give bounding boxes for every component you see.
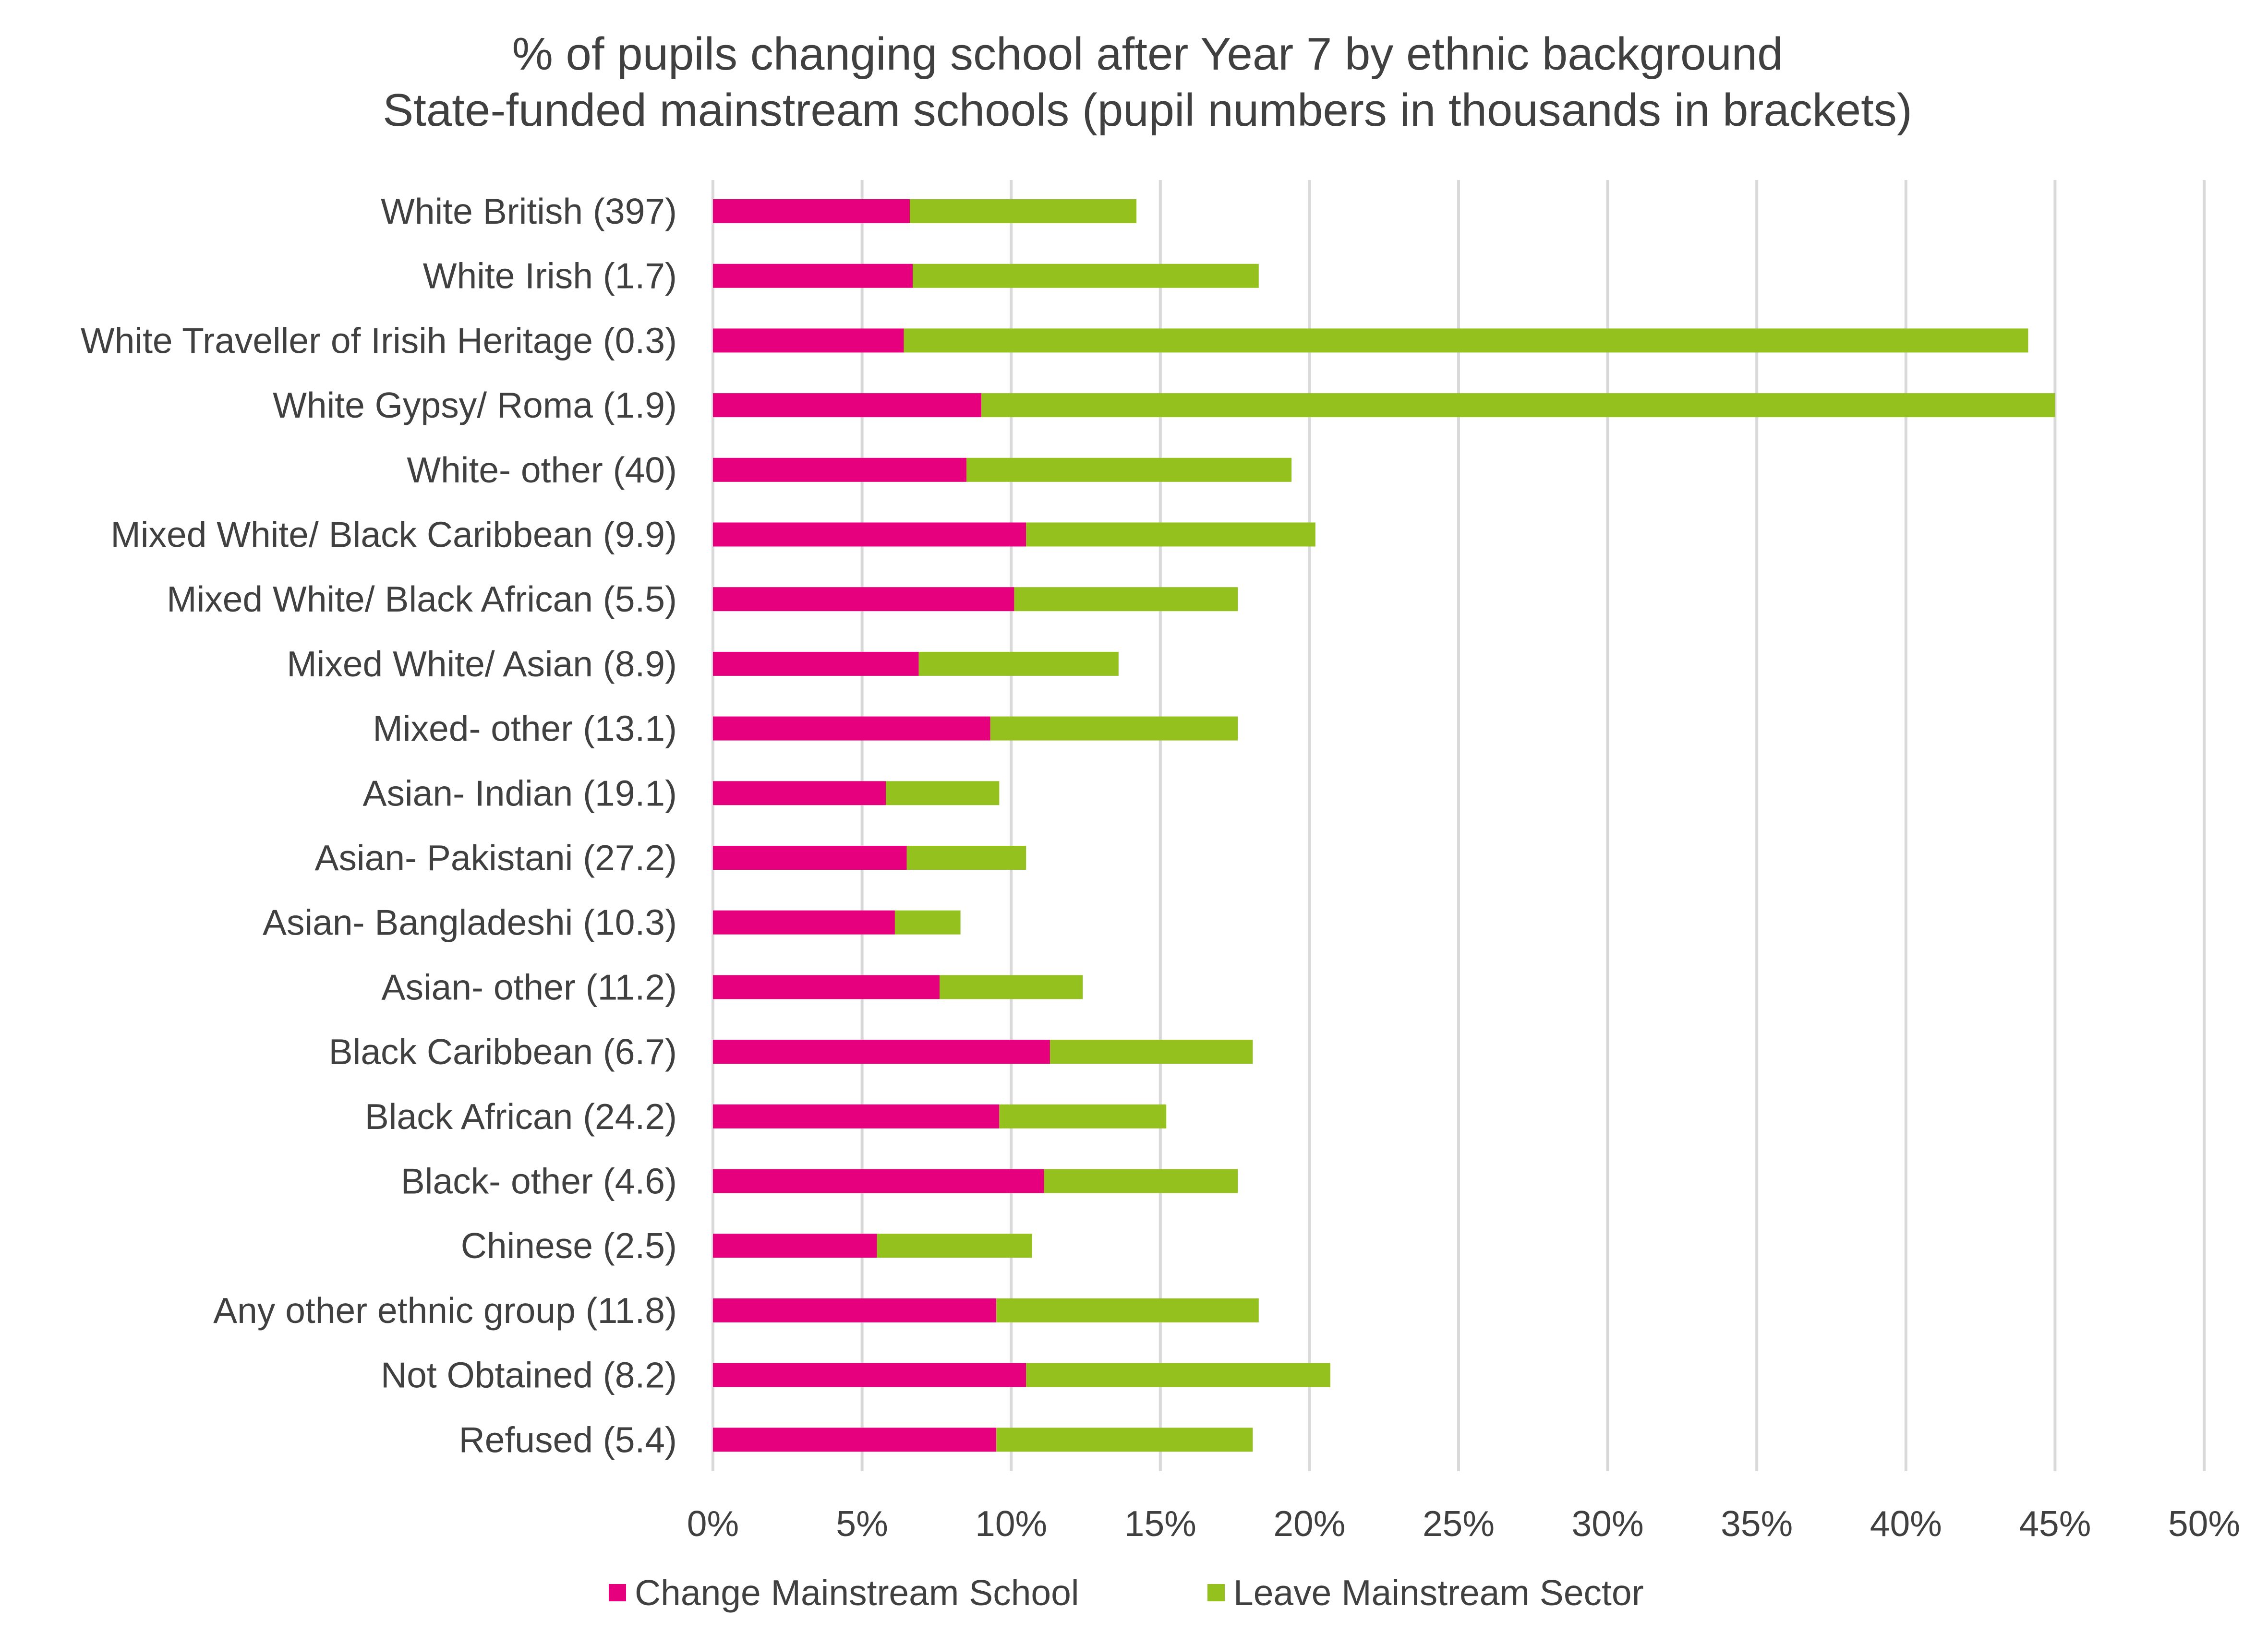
bar-series-1 [999,1104,1167,1129]
legend-label-0: Change Mainstream School [635,1573,1079,1613]
bar-series-0 [713,264,913,288]
x-tick-label: 30% [1572,1503,1644,1544]
bar-series-1 [894,910,961,935]
category-label: White Traveller of Irisih Heritage (0.3) [81,320,677,360]
bar-series-0 [713,393,982,418]
bar-series-0 [713,1298,997,1322]
bar-series-1 [913,264,1259,288]
bar-series-1 [940,975,1083,999]
category-label: Black Caribbean (6.7) [329,1032,677,1072]
bar-series-0 [713,328,904,353]
category-label: Asian- Pakistani (27.2) [314,838,677,878]
category-label: Any other ethnic group (11.8) [213,1290,677,1331]
bar-series-1 [906,846,1026,870]
category-label: Mixed- other (13.1) [373,708,677,749]
category-label: Asian- Indian (19.1) [362,773,677,813]
category-label: Refused (5.4) [459,1419,677,1460]
x-tick-label: 15% [1124,1503,1196,1544]
bar-series-0 [713,975,940,999]
bars [713,199,2055,1452]
bar-series-0 [713,716,990,741]
bar-series-1 [1026,522,1315,547]
bar-series-0 [713,587,1014,612]
category-label: Chinese (2.5) [461,1225,677,1266]
x-tick-label: 20% [1273,1503,1345,1544]
bar-series-1 [996,1298,1259,1322]
bar-series-1 [909,199,1137,223]
x-tick-label: 40% [1870,1503,1942,1544]
category-label: Black African (24.2) [365,1096,677,1137]
bar-series-1 [918,651,1119,676]
bar-series-1 [904,328,2028,353]
x-tick-label: 0% [687,1503,739,1544]
category-label: Mixed White/ Black African (5.5) [167,579,677,619]
legend: Change Mainstream School Leave Mainstream… [609,1573,1644,1613]
x-tick-label: 5% [836,1503,888,1544]
bar-series-1 [981,393,2055,418]
bar-series-1 [1044,1169,1238,1193]
x-tick-label: 45% [2019,1503,2091,1544]
legend-label-1: Leave Mainstream Sector [1233,1573,1644,1613]
bar-series-1 [966,457,1292,482]
category-labels: White British (397) White Irish (1.7) Whit… [81,191,677,1460]
x-tick-label: 35% [1721,1503,1793,1544]
category-label: Not Obtained (8.2) [381,1355,677,1395]
bar-series-1 [990,716,1238,741]
chart-title: % of pupils changing school after Year 7… [512,28,1783,80]
bar-series-0 [713,781,886,805]
category-label: Asian- other (11.2) [381,967,677,1007]
bar-series-0 [713,1428,997,1452]
category-label: White- other (40) [407,450,677,490]
bar-series-0 [713,910,895,935]
category-label: Asian- Bangladeshi (10.3) [263,902,677,943]
x-tick-label: 50% [2168,1503,2240,1544]
x-tick-label: 10% [975,1503,1047,1544]
bar-series-0 [713,1234,877,1258]
bar-series-0 [713,1169,1044,1193]
bar-series-1 [1050,1040,1253,1064]
legend-swatch-1 [1207,1584,1225,1601]
chart-subtitle: State-funded mainstream schools (pupil n… [383,84,1912,136]
bar-series-0 [713,651,919,676]
bar-series-0 [713,522,1026,547]
category-label: White Gypsy/ Roma (1.9) [273,385,677,425]
bar-series-0 [713,457,967,482]
bar-series-1 [996,1428,1253,1452]
bar-series-1 [1026,1363,1330,1387]
bar-series-0 [713,199,910,223]
category-label: Mixed White/ Asian (8.9) [287,644,677,684]
bar-series-0 [713,1104,1000,1129]
x-tick-labels: 0% 5% 10% 15% 20% 25% 30% 35% 40% 45% 50% [687,1503,2240,1544]
bar-series-0 [713,1363,1026,1387]
bar-series-1 [1014,587,1238,612]
x-tick-label: 25% [1423,1503,1495,1544]
bar-series-1 [886,781,1000,805]
bar-series-0 [713,1040,1050,1064]
category-label: White British (397) [381,191,677,231]
category-label: Mixed White/ Black Caribbean (9.9) [110,515,677,555]
legend-swatch-0 [609,1584,626,1601]
bar-series-0 [713,846,907,870]
bar-series-1 [877,1234,1032,1258]
gridlines [712,180,2206,1471]
category-label: Black- other (4.6) [401,1161,677,1201]
category-label: White Irish (1.7) [423,256,677,296]
